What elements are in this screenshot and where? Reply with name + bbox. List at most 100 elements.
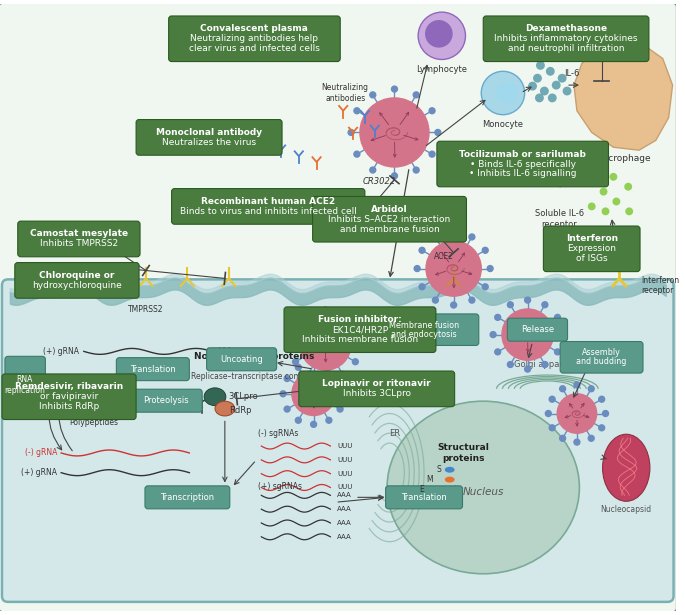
Circle shape [560, 386, 566, 392]
Circle shape [326, 364, 332, 370]
Circle shape [508, 302, 513, 308]
Circle shape [540, 87, 549, 95]
Circle shape [482, 284, 488, 290]
Text: Monocyte: Monocyte [482, 120, 523, 129]
FancyBboxPatch shape [172, 189, 365, 224]
Circle shape [341, 391, 347, 397]
Text: Macrophage: Macrophage [595, 154, 651, 163]
Circle shape [560, 435, 566, 441]
Text: (+) sgRNAs: (+) sgRNAs [258, 482, 302, 491]
Circle shape [482, 71, 525, 115]
Text: Structural
proteins: Structural proteins [438, 443, 490, 462]
Text: clear virus and infected cells: clear virus and infected cells [189, 44, 320, 54]
Circle shape [625, 207, 633, 215]
Circle shape [610, 173, 617, 181]
Text: Inhibits 3CLpro: Inhibits 3CLpro [342, 389, 411, 399]
Circle shape [536, 61, 545, 70]
Text: Release: Release [521, 325, 554, 334]
FancyBboxPatch shape [284, 307, 436, 352]
Circle shape [603, 411, 608, 416]
FancyBboxPatch shape [437, 141, 608, 187]
FancyBboxPatch shape [369, 314, 479, 346]
Text: EK1C4/HR2P: EK1C4/HR2P [332, 325, 388, 334]
Circle shape [311, 421, 316, 427]
FancyBboxPatch shape [543, 226, 640, 272]
Circle shape [337, 376, 343, 381]
Text: 3CLpro: 3CLpro [229, 392, 258, 401]
Circle shape [542, 302, 548, 308]
Text: or favipiravir: or favipiravir [40, 392, 98, 401]
FancyBboxPatch shape [2, 279, 673, 602]
Circle shape [552, 81, 560, 90]
Text: Assembly: Assembly [582, 348, 621, 357]
Circle shape [599, 396, 605, 402]
Circle shape [451, 229, 457, 235]
Text: • Binds IL-6 specifically: • Binds IL-6 specifically [470, 159, 575, 169]
Circle shape [284, 406, 290, 412]
Ellipse shape [215, 401, 235, 416]
Circle shape [451, 302, 457, 308]
Text: Lopinavir or ritonavir: Lopinavir or ritonavir [323, 379, 431, 389]
Circle shape [360, 98, 429, 167]
Circle shape [555, 314, 560, 320]
Circle shape [357, 341, 363, 347]
Circle shape [562, 87, 571, 95]
Circle shape [588, 435, 594, 441]
Circle shape [326, 418, 332, 423]
Circle shape [549, 396, 555, 402]
Text: E: E [420, 485, 425, 494]
Circle shape [292, 372, 335, 416]
FancyBboxPatch shape [0, 3, 677, 612]
Circle shape [419, 247, 425, 253]
Circle shape [574, 382, 580, 388]
Text: and neutrophil infiltration: and neutrophil infiltration [508, 44, 624, 54]
Text: CR3022: CR3022 [363, 177, 397, 186]
Circle shape [348, 130, 354, 135]
Circle shape [558, 74, 566, 82]
Circle shape [288, 341, 294, 347]
Circle shape [352, 324, 358, 330]
Text: (-) gRNA: (-) gRNA [25, 448, 58, 458]
Ellipse shape [445, 477, 455, 483]
Circle shape [557, 394, 597, 433]
Text: Interferon
receptor: Interferon receptor [641, 276, 679, 295]
Circle shape [502, 309, 553, 360]
Circle shape [340, 371, 346, 378]
Text: Dexamethasone: Dexamethasone [525, 25, 607, 33]
Text: Tocilizumab or sarilumab: Tocilizumab or sarilumab [459, 149, 586, 159]
Ellipse shape [445, 467, 455, 473]
Ellipse shape [204, 388, 226, 406]
Circle shape [490, 331, 496, 338]
Circle shape [432, 234, 438, 240]
Circle shape [340, 312, 346, 317]
Text: M: M [427, 475, 434, 484]
Circle shape [549, 425, 555, 430]
Text: Transcription: Transcription [160, 493, 214, 502]
Ellipse shape [72, 392, 110, 406]
FancyBboxPatch shape [299, 371, 455, 407]
FancyBboxPatch shape [15, 263, 139, 298]
Circle shape [292, 324, 299, 330]
FancyBboxPatch shape [386, 486, 462, 509]
Circle shape [555, 349, 560, 355]
Text: Expression: Expression [567, 244, 616, 253]
Text: Proteolysis: Proteolysis [143, 396, 188, 405]
Text: Translation: Translation [130, 365, 176, 374]
Circle shape [588, 173, 596, 181]
Circle shape [574, 439, 580, 445]
Text: Inhibits TMPRSS2: Inhibits TMPRSS2 [40, 239, 118, 248]
Circle shape [354, 151, 360, 157]
FancyBboxPatch shape [483, 16, 649, 62]
FancyBboxPatch shape [2, 374, 136, 419]
Text: Binds to virus and inhibits infected cell: Binds to virus and inhibits infected cel… [179, 207, 357, 216]
Circle shape [435, 130, 441, 135]
Text: AAA: AAA [337, 506, 352, 512]
Circle shape [370, 92, 376, 98]
Text: Neutralizing antibodies help: Neutralizing antibodies help [190, 34, 319, 43]
Circle shape [482, 247, 488, 253]
FancyBboxPatch shape [169, 16, 340, 62]
Circle shape [588, 386, 594, 392]
Circle shape [370, 167, 376, 173]
Circle shape [284, 376, 290, 381]
Circle shape [525, 297, 531, 303]
